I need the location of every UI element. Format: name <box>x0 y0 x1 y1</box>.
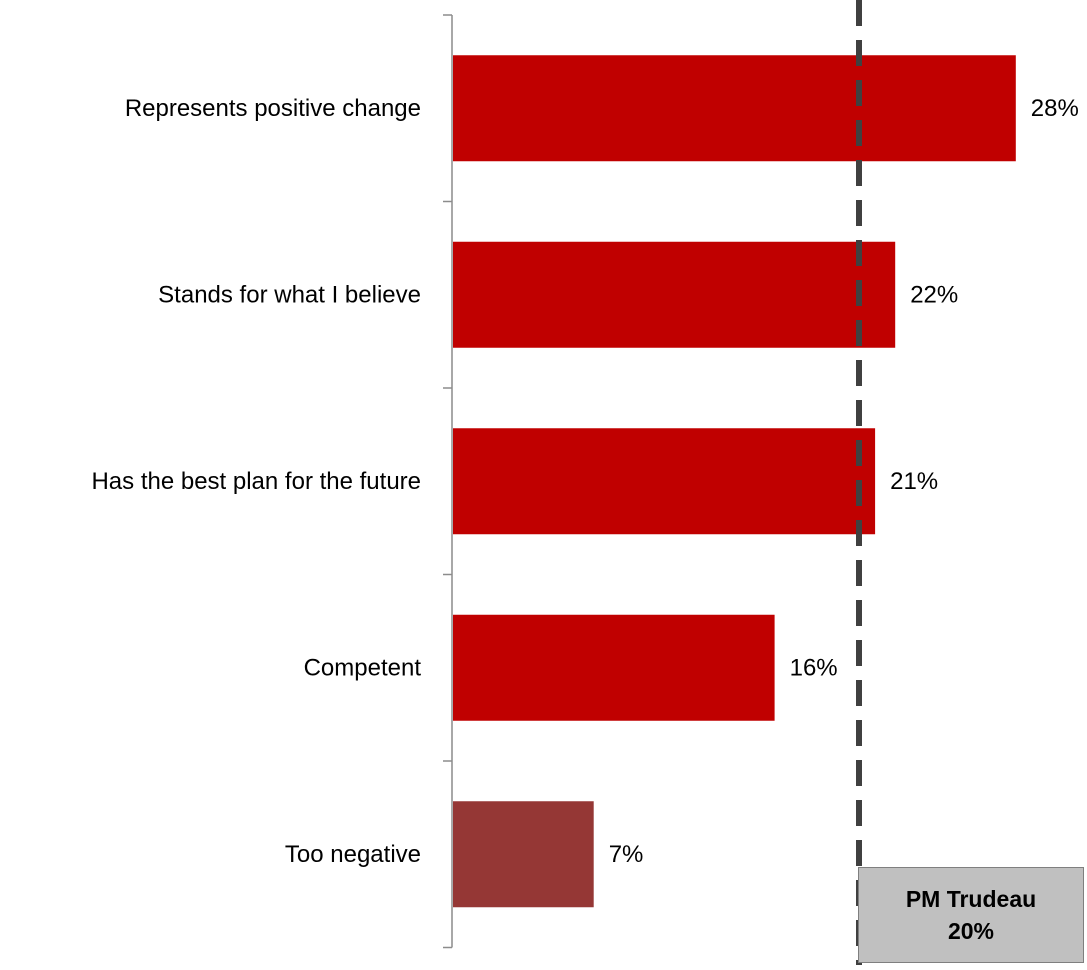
category-label: Represents positive change <box>125 95 421 122</box>
reference-label-box: PM Trudeau 20% <box>858 867 1084 963</box>
category-label: Has the best plan for the future <box>91 468 421 495</box>
reference-label-name: PM Trudeau <box>905 886 1037 912</box>
category-label: Competent <box>304 654 422 681</box>
category-label: Too negative <box>285 841 421 868</box>
bars <box>453 55 1016 908</box>
bar <box>453 801 594 908</box>
labels: Represents positive change 28% Stands for … <box>91 95 1078 868</box>
value-label: 21% <box>890 468 938 495</box>
bar <box>453 241 896 348</box>
reference-label-value: 20% <box>947 918 995 944</box>
value-label: 22% <box>910 281 958 308</box>
value-label: 16% <box>790 654 838 681</box>
category-label: Stands for what I believe <box>158 281 421 308</box>
value-label: 28% <box>1031 95 1079 122</box>
bar <box>453 55 1016 162</box>
bar <box>453 428 876 535</box>
category-axis <box>443 14 453 949</box>
value-label: 7% <box>609 841 644 868</box>
bar <box>453 614 775 721</box>
